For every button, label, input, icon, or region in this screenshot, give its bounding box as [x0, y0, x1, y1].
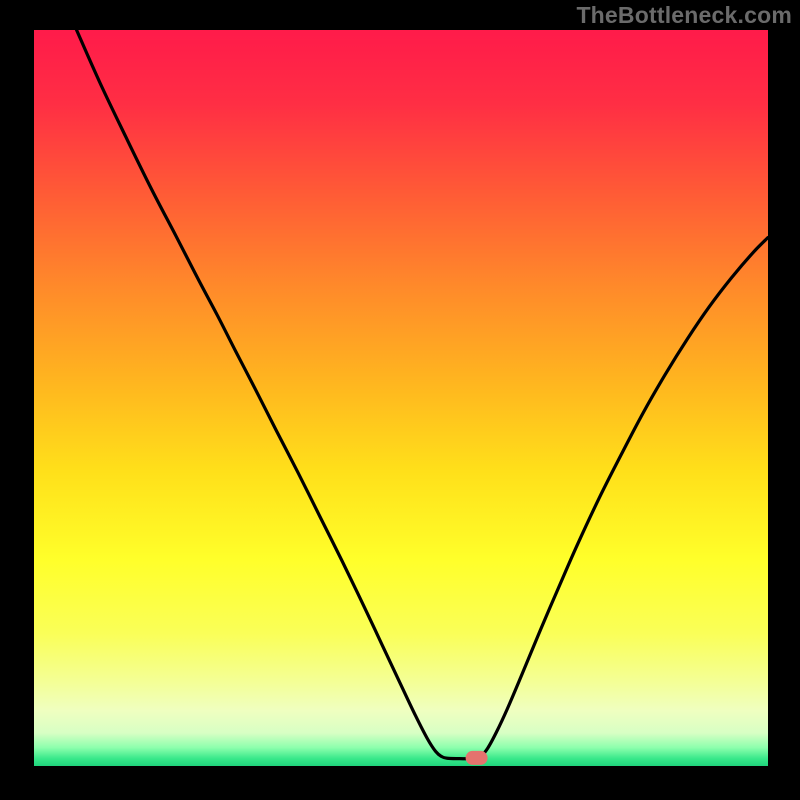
bottleneck-chart: [0, 0, 800, 800]
optimal-point-marker: [466, 751, 488, 765]
watermark-text: TheBottleneck.com: [576, 2, 792, 29]
chart-stage: TheBottleneck.com: [0, 0, 800, 800]
gradient-background: [34, 30, 768, 766]
